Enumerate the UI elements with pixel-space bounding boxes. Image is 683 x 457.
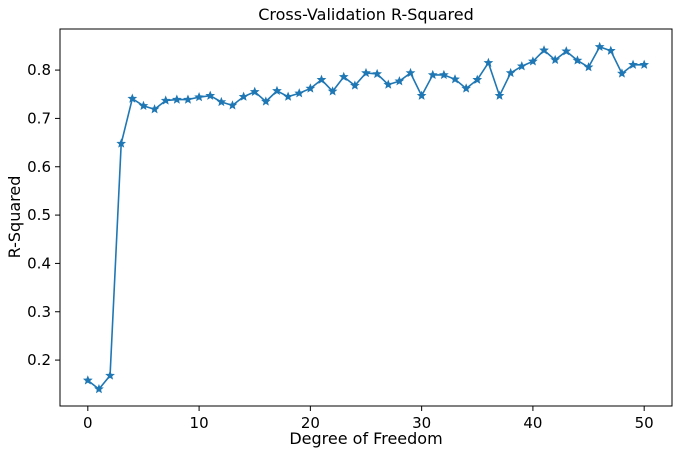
data-point bbox=[205, 90, 216, 100]
data-point bbox=[160, 95, 171, 105]
data-point bbox=[94, 383, 104, 394]
data-point bbox=[439, 69, 449, 80]
data-point bbox=[138, 100, 149, 110]
data-point bbox=[194, 92, 204, 102]
data-point bbox=[283, 91, 293, 101]
y-tick-label: 0.7 bbox=[27, 109, 51, 127]
data-point bbox=[561, 46, 572, 56]
y-tick-label: 0.4 bbox=[27, 254, 51, 272]
data-point bbox=[82, 375, 93, 385]
data-point bbox=[405, 67, 416, 78]
data-point bbox=[272, 85, 282, 95]
data-point bbox=[427, 69, 438, 80]
x-tick-label: 20 bbox=[301, 414, 320, 432]
data-point bbox=[149, 104, 160, 114]
data-point bbox=[116, 138, 127, 148]
y-axis-ticks: 0.2 0.3 0.4 0.5 0.6 0.7 0.8 bbox=[27, 61, 60, 369]
chart-title: Cross-Validation R-Squared bbox=[258, 5, 474, 24]
data-point bbox=[294, 88, 305, 98]
data-point bbox=[450, 74, 460, 84]
data-point bbox=[361, 67, 371, 78]
x-axis-label: Degree of Freedom bbox=[289, 429, 442, 448]
data-point bbox=[372, 68, 382, 79]
data-point bbox=[416, 90, 427, 100]
data-point bbox=[305, 83, 316, 93]
data-point bbox=[183, 94, 193, 104]
y-axis-label: R-Squared bbox=[5, 176, 24, 259]
data-point bbox=[572, 55, 583, 65]
data-point bbox=[316, 74, 327, 84]
data-point bbox=[249, 86, 260, 96]
data-point bbox=[583, 62, 594, 72]
x-tick-label: 50 bbox=[635, 414, 654, 432]
x-tick-label: 30 bbox=[412, 414, 431, 432]
data-point bbox=[261, 96, 271, 106]
y-tick-label: 0.5 bbox=[27, 206, 51, 224]
data-point bbox=[617, 68, 627, 78]
x-tick-label: 10 bbox=[190, 414, 209, 432]
data-point bbox=[594, 41, 605, 52]
data-point bbox=[628, 59, 638, 69]
x-tick-label: 0 bbox=[83, 414, 93, 432]
y-tick-label: 0.6 bbox=[27, 158, 51, 176]
data-point bbox=[171, 94, 182, 104]
data-point bbox=[639, 59, 650, 69]
data-point bbox=[528, 56, 538, 66]
data-point bbox=[516, 61, 527, 71]
series-markers bbox=[82, 41, 650, 394]
data-point bbox=[216, 96, 227, 107]
data-point bbox=[350, 80, 360, 90]
data-point bbox=[105, 370, 115, 380]
data-point bbox=[472, 74, 483, 84]
data-point bbox=[461, 83, 471, 93]
data-point bbox=[338, 71, 349, 81]
y-tick-label: 0.8 bbox=[27, 61, 51, 79]
data-point bbox=[539, 45, 549, 55]
data-point bbox=[494, 90, 505, 100]
data-point bbox=[238, 91, 249, 101]
data-point bbox=[483, 57, 494, 67]
y-tick-label: 0.3 bbox=[27, 303, 51, 321]
data-point bbox=[605, 45, 616, 55]
data-point bbox=[227, 100, 238, 110]
data-point bbox=[383, 79, 394, 89]
y-tick-label: 0.2 bbox=[27, 351, 51, 369]
data-point bbox=[394, 76, 405, 86]
x-axis-ticks: 0 10 20 30 40 50 bbox=[83, 406, 654, 432]
x-tick-label: 40 bbox=[523, 414, 542, 432]
data-point bbox=[327, 86, 338, 96]
plot-frame bbox=[59, 28, 673, 407]
series-line bbox=[87, 45, 645, 391]
data-point bbox=[505, 67, 516, 78]
data-point bbox=[550, 54, 561, 65]
data-point bbox=[127, 93, 138, 103]
